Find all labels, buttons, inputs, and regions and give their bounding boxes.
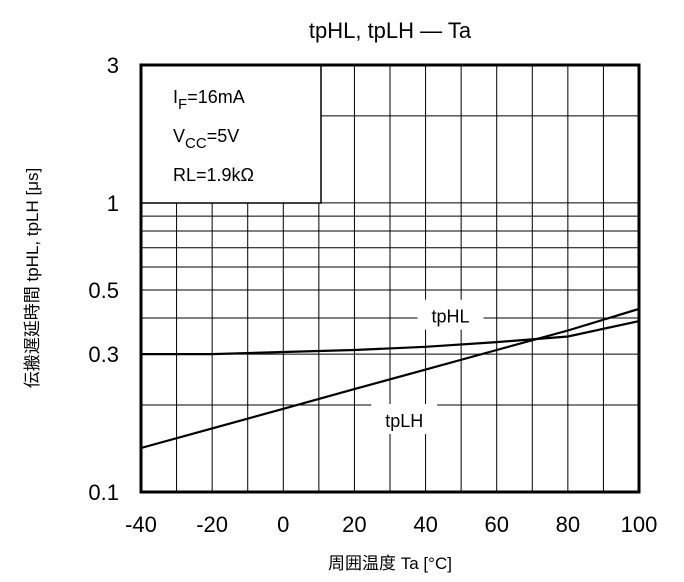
y-tick-labels: 0.1 0.3 0.5 1 3	[88, 53, 119, 505]
condition-text: RL=1.9kΩ	[173, 165, 254, 185]
series-label-tplh: tpLH	[385, 411, 423, 431]
y-tick-label: 3	[107, 53, 119, 78]
plot-frame	[139, 63, 641, 494]
condition-text: VCC=5V	[173, 126, 239, 152]
condition-text: IF=16mA	[173, 87, 245, 113]
conditions-box: IF=16mA VCC=5V RL=1.9kΩ	[140, 64, 322, 204]
series-label-bg	[371, 404, 438, 435]
x-tick-label: 60	[484, 512, 508, 537]
x-tick-label: -20	[196, 512, 228, 537]
conditions-box-frame	[140, 64, 322, 204]
y-axis-label: 伝搬遅延時間 tpHL, tpLH [μs]	[23, 168, 42, 388]
chart-title: tpHL, tpLH — Ta	[309, 18, 472, 43]
series-lines	[140, 307, 640, 450]
x-tick-label: 40	[413, 512, 437, 537]
y-tick-label: 0.5	[88, 278, 119, 303]
series-label-bg	[417, 299, 484, 330]
series-label-tphl: tpHL	[431, 307, 469, 327]
x-axis-label: 周囲温度 Ta [°C]	[328, 554, 452, 573]
y-tick-label: 0.3	[88, 342, 119, 367]
series-labels: tpHL tpLH	[371, 299, 484, 435]
x-tick-label: 100	[621, 512, 658, 537]
x-tick-label: 20	[342, 512, 366, 537]
x-tick-label: 0	[277, 512, 289, 537]
x-tick-label: 80	[556, 512, 580, 537]
y-tick-label: 1	[107, 191, 119, 216]
series-line-tphl	[141, 320, 640, 356]
x-tick-label: -40	[125, 512, 157, 537]
x-tick-labels: -40 -20 0 20 40 60 80 100	[125, 512, 657, 537]
series-line-tplh	[140, 307, 640, 450]
y-tick-label: 0.1	[88, 480, 119, 505]
